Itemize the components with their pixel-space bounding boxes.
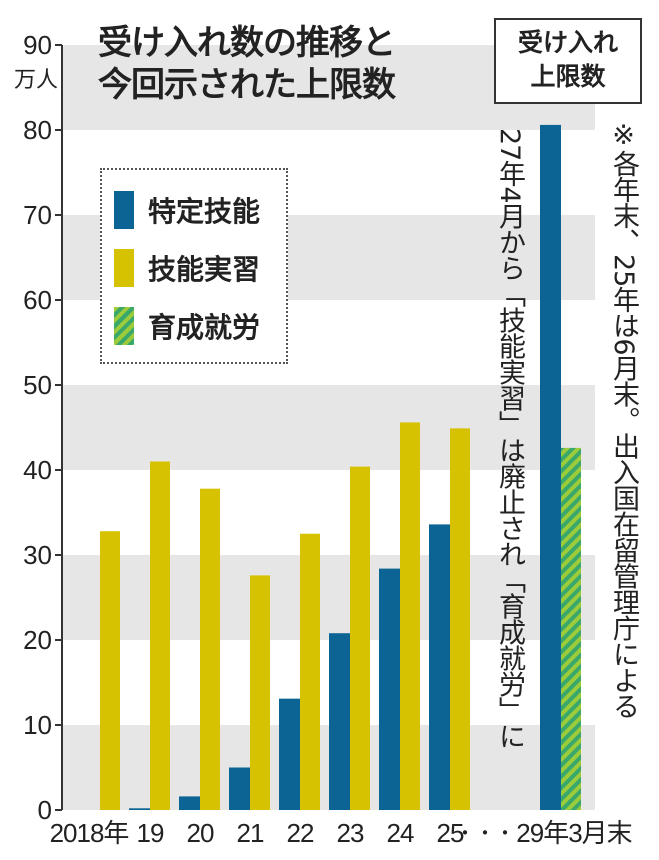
abolish-note: 27年4月から「技能実習」は廃止され「育成就労」に: [494, 128, 525, 749]
x-axis-break: ・・・: [455, 821, 515, 845]
y-tick-label: 30: [23, 540, 52, 570]
y-tick-label: 80: [23, 115, 52, 145]
x-tick-label: 24: [387, 818, 414, 848]
y-tick-label: 10: [23, 710, 52, 740]
y-tick-label: 70: [23, 200, 52, 230]
legend-label: 特定技能: [148, 195, 261, 228]
x-tick-label: 23: [337, 818, 364, 848]
legend-label: 技能実習: [148, 253, 261, 286]
x-tick-label: 20: [187, 818, 214, 848]
bar-tokutei: [279, 698, 300, 810]
source-note: ※各年末、25年は6月末。出入国在留管理庁による: [608, 120, 639, 719]
bar-jisshu: [350, 466, 370, 810]
x-tick-label: 19: [137, 818, 164, 848]
bar-tokutei: [429, 524, 450, 810]
cap-label-box: 受け入れ 上限数: [494, 18, 642, 104]
cap-label-line-1: 受け入れ: [517, 28, 618, 57]
bar-jisshu: [450, 428, 470, 810]
legend: 特定技能 技能実習 育成就労: [100, 168, 288, 364]
bar-jisshu: [300, 533, 320, 810]
x-tick-label: 21: [237, 818, 264, 848]
grid-band: [62, 385, 595, 470]
y-axis-unit: 万人: [14, 68, 59, 93]
title-line-2: 今回示された上限数: [98, 65, 396, 105]
legend-item-jisshu: 技能実習: [114, 248, 260, 288]
bar-tokutei: [179, 796, 200, 810]
bar-tokutei: [379, 568, 400, 810]
y-tick-label: 40: [23, 455, 52, 485]
legend-item-tokutei: 特定技能: [114, 190, 260, 230]
x-tick-label: 22: [287, 818, 314, 848]
bar-jisshu: [400, 422, 420, 810]
bar-jisshu: [200, 488, 220, 810]
title-line-1: 受け入れ数の推移と: [98, 23, 396, 63]
chart-title: 受け入れ数の推移と 今回示された上限数: [98, 22, 396, 106]
bar-tokutei: [329, 633, 350, 810]
legend-swatch-jisshu: [114, 249, 134, 287]
y-tick-label: 20: [23, 625, 52, 655]
y-tick-label: 50: [23, 370, 52, 400]
bar-jisshu: [250, 575, 270, 810]
y-tick-label: 0: [38, 795, 52, 825]
bar-ikusei: [561, 447, 581, 810]
y-tick-label: 90: [23, 30, 52, 60]
legend-label: 育成就労: [148, 311, 261, 344]
bar-tokutei: [229, 767, 250, 810]
x-tick-label: 29年3月末: [516, 818, 632, 848]
y-tick-label: 60: [23, 285, 52, 315]
x-tick-label: 25: [437, 818, 464, 848]
bar-jisshu: [100, 531, 120, 810]
legend-swatch-ikusei: [114, 307, 134, 345]
legend-swatch-tokutei: [114, 191, 134, 229]
bar-jisshu: [150, 461, 170, 810]
bar-tokutei: [540, 124, 561, 810]
x-tick-label: 2018年: [50, 818, 129, 848]
legend-item-ikusei: 育成就労: [114, 306, 260, 346]
cap-label-line-2: 上限数: [530, 62, 606, 91]
bar-tokutei: [129, 808, 150, 810]
